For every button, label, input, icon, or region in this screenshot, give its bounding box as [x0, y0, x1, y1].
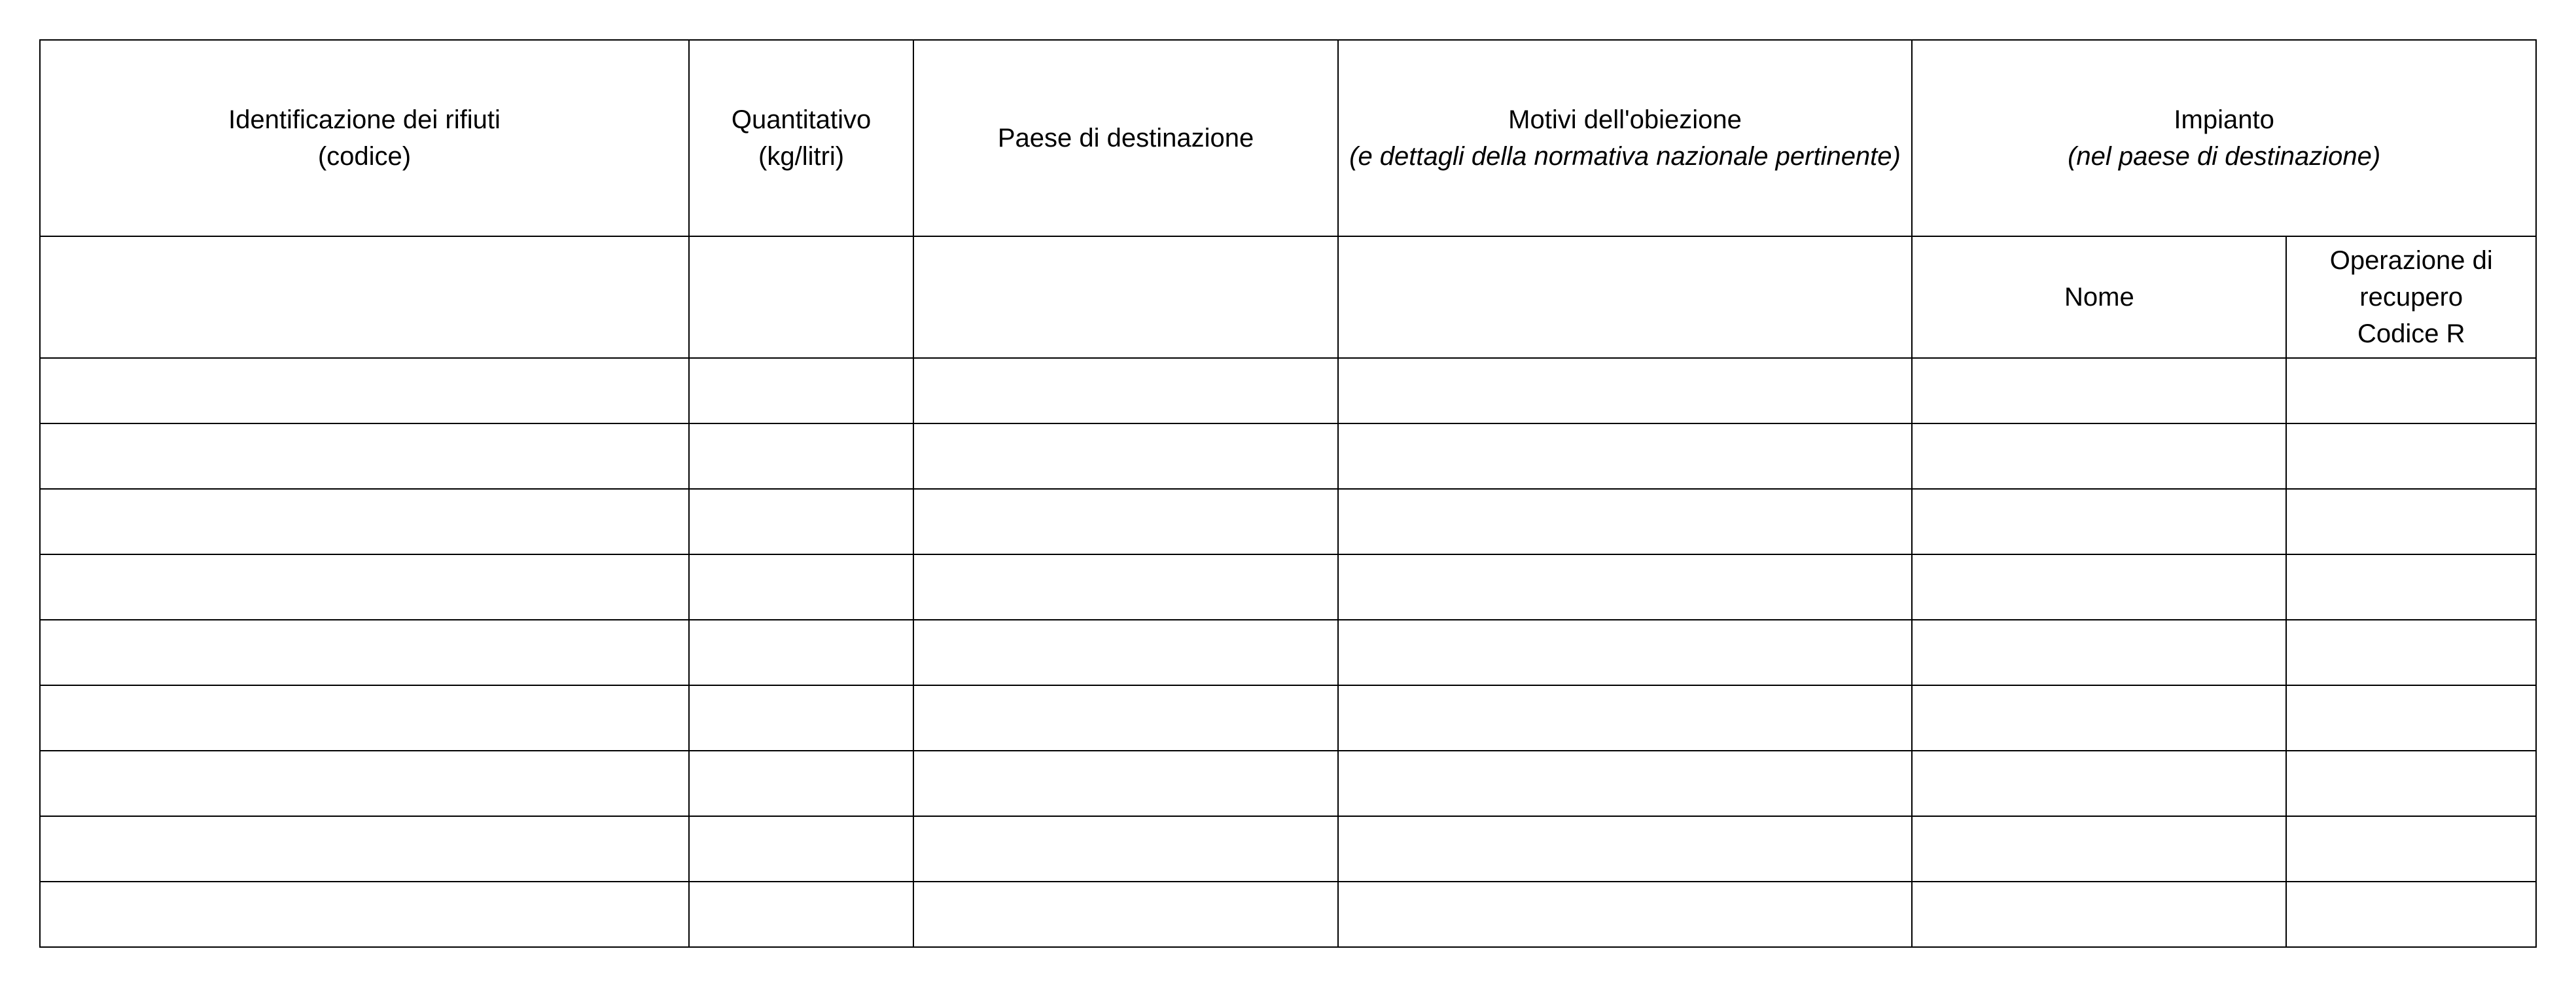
table-cell: [1338, 236, 1912, 358]
col-header-identificazione: Identificazione dei rifiuti (codice): [40, 40, 689, 236]
table-cell: [913, 358, 1338, 423]
col-header-quantitativo-line2: (kg/litri): [697, 138, 905, 175]
col-header-paese-line1: Paese di destinazione: [998, 124, 1254, 153]
table-cell: [689, 554, 913, 620]
table-cell: [1912, 489, 2286, 554]
table-cell: [689, 751, 913, 816]
sub-col-operazione-line1: Operazione di: [2295, 242, 2528, 279]
table-cell: [1338, 554, 1912, 620]
table-cell: [913, 423, 1338, 489]
sublabel-row: Nome Operazione di recupero Codice R: [40, 236, 2536, 358]
table-cell: [689, 489, 913, 554]
table-cell: [40, 751, 689, 816]
table-cell: [40, 620, 689, 685]
table-cell: [1912, 751, 2286, 816]
table-cell: [2286, 685, 2536, 751]
table-cell: [40, 816, 689, 882]
table-cell: [2286, 882, 2536, 947]
col-header-impianto: Impianto (nel paese di destinazione): [1912, 40, 2536, 236]
table-cell: [913, 882, 1338, 947]
table-cell: [1338, 358, 1912, 423]
col-header-motivi-line1: Motivi dell'obiezione: [1347, 101, 1903, 138]
table-body: Nome Operazione di recupero Codice R: [40, 236, 2536, 947]
col-header-impianto-line2: (nel paese di destinazione): [1920, 138, 2528, 175]
table-cell: [1912, 882, 2286, 947]
table-cell: [689, 423, 913, 489]
table-cell: [913, 816, 1338, 882]
table-cell: [2286, 358, 2536, 423]
header-row: Identificazione dei rifiuti (codice) Qua…: [40, 40, 2536, 236]
table-row: [40, 554, 2536, 620]
col-header-motivi: Motivi dell'obiezione (e dettagli della …: [1338, 40, 1912, 236]
table-cell: [689, 620, 913, 685]
sub-col-nome-label: Nome: [2064, 283, 2134, 312]
col-header-paese: Paese di destinazione: [913, 40, 1338, 236]
table-row: [40, 816, 2536, 882]
table-row: [40, 358, 2536, 423]
table-cell: [913, 751, 1338, 816]
col-header-quantitativo-line1: Quantitativo: [697, 101, 905, 138]
table-cell: [40, 236, 689, 358]
table-cell: [1912, 816, 2286, 882]
table-cell: [1338, 685, 1912, 751]
table-cell: [2286, 554, 2536, 620]
table-cell: [1338, 620, 1912, 685]
table-cell: [1912, 358, 2286, 423]
table-cell: [40, 358, 689, 423]
table-cell: [1338, 751, 1912, 816]
col-header-impianto-line1: Impianto: [1920, 101, 2528, 138]
col-header-motivi-line2: (e dettagli della normativa nazionale pe…: [1347, 138, 1903, 175]
table-cell: [689, 236, 913, 358]
col-header-identificazione-line1: Identificazione dei rifiuti: [48, 101, 680, 138]
table-cell: [1912, 423, 2286, 489]
table-row: [40, 620, 2536, 685]
table-cell: [689, 685, 913, 751]
sub-col-nome: Nome: [1912, 236, 2286, 358]
table-cell: [913, 620, 1338, 685]
table-cell: [1912, 554, 2286, 620]
table-cell: [913, 236, 1338, 358]
table-row: [40, 685, 2536, 751]
table-cell: [1338, 816, 1912, 882]
table-cell: [40, 423, 689, 489]
table-cell: [689, 882, 913, 947]
table-cell: [40, 554, 689, 620]
table-cell: [40, 882, 689, 947]
table-cell: [913, 554, 1338, 620]
table-cell: [2286, 620, 2536, 685]
sub-col-operazione: Operazione di recupero Codice R: [2286, 236, 2536, 358]
table-row: [40, 423, 2536, 489]
table-cell: [689, 358, 913, 423]
table-cell: [40, 685, 689, 751]
col-header-quantitativo: Quantitativo (kg/litri): [689, 40, 913, 236]
col-header-identificazione-line2: (codice): [48, 138, 680, 175]
table-cell: [2286, 816, 2536, 882]
table-cell: [2286, 423, 2536, 489]
sub-col-operazione-line3: Codice R: [2295, 315, 2528, 352]
table-row: [40, 489, 2536, 554]
table-row: [40, 882, 2536, 947]
table-cell: [689, 816, 913, 882]
sub-col-operazione-line2: recupero: [2295, 279, 2528, 315]
table-cell: [1912, 620, 2286, 685]
table-cell: [1338, 423, 1912, 489]
table-cell: [1912, 685, 2286, 751]
table-cell: [2286, 489, 2536, 554]
table-cell: [1338, 882, 1912, 947]
table-cell: [40, 489, 689, 554]
waste-form-table: Identificazione dei rifiuti (codice) Qua…: [39, 39, 2537, 948]
table-cell: [1338, 489, 1912, 554]
table-cell: [913, 685, 1338, 751]
table-cell: [2286, 751, 2536, 816]
table-cell: [913, 489, 1338, 554]
table-row: [40, 751, 2536, 816]
